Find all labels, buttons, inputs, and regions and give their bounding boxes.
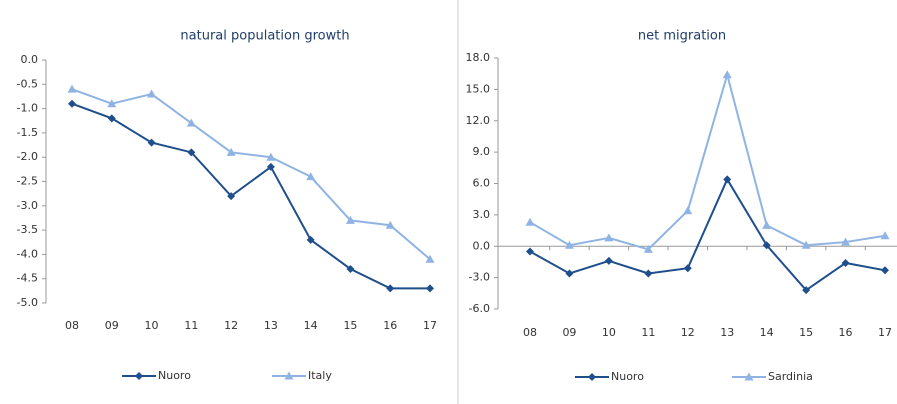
y-tick-label: 0.0 bbox=[473, 239, 491, 252]
marker-triangle bbox=[425, 254, 435, 263]
marker-triangle bbox=[801, 240, 811, 249]
marker-triangle bbox=[762, 220, 772, 229]
marker-triangle bbox=[564, 240, 574, 249]
y-tick-label: 3.0 bbox=[473, 208, 491, 221]
marker-triangle bbox=[226, 147, 236, 156]
marker-diamond bbox=[187, 148, 196, 157]
marker-diamond bbox=[227, 192, 236, 201]
marker-diamond bbox=[68, 99, 76, 108]
x-tick-label: 13 bbox=[264, 319, 278, 332]
marker-diamond bbox=[266, 162, 275, 171]
marker-triangle bbox=[683, 206, 693, 215]
x-tick-label: 14 bbox=[304, 319, 318, 332]
x-tick-label: 16 bbox=[839, 326, 853, 339]
y-tick-label: 6.0 bbox=[473, 177, 491, 190]
marker-diamond bbox=[526, 247, 534, 256]
y-tick-label: -3.5 bbox=[17, 223, 38, 236]
x-tick-label: 12 bbox=[224, 319, 238, 332]
x-tick-label: 11 bbox=[641, 326, 655, 339]
x-tick-label: 08 bbox=[65, 319, 79, 332]
y-tick-label: -1.5 bbox=[17, 126, 38, 139]
series-line bbox=[71, 88, 431, 261]
marker-diamond bbox=[644, 269, 653, 278]
marker-triangle bbox=[67, 84, 77, 93]
x-tick-label: 09 bbox=[562, 326, 576, 339]
x-tick-label: 12 bbox=[681, 326, 695, 339]
y-tick-label: -3.0 bbox=[17, 199, 38, 212]
marker-triangle bbox=[643, 244, 653, 253]
marker-triangle bbox=[604, 233, 614, 242]
marker-diamond bbox=[841, 258, 850, 267]
chart-title: natural population growth bbox=[180, 29, 349, 44]
y-tick-label: -4.5 bbox=[17, 272, 38, 285]
marker-triangle bbox=[880, 231, 890, 240]
y-tick-label: -6.0 bbox=[469, 302, 490, 315]
x-tick-label: 08 bbox=[523, 326, 537, 339]
marker-diamond bbox=[426, 284, 434, 293]
x-tick-label: 15 bbox=[343, 319, 357, 332]
x-tick-label: 09 bbox=[105, 319, 119, 332]
legend-label: Italy bbox=[308, 369, 332, 382]
marker-diamond bbox=[723, 175, 732, 184]
y-tick-label: 12.0 bbox=[466, 114, 491, 127]
x-tick-label: 17 bbox=[423, 319, 437, 332]
marker-diamond bbox=[604, 256, 613, 265]
marker-triangle bbox=[306, 172, 316, 181]
marker-diamond bbox=[881, 266, 889, 275]
series-line bbox=[529, 177, 886, 292]
y-tick-label: -1.0 bbox=[17, 102, 38, 115]
marker-triangle bbox=[186, 118, 196, 127]
x-tick-label: 10 bbox=[602, 326, 616, 339]
y-tick-label: -5.0 bbox=[17, 296, 38, 309]
series-line bbox=[529, 70, 886, 251]
marker-triangle bbox=[744, 372, 754, 381]
marker-diamond bbox=[147, 138, 156, 147]
marker-diamond bbox=[346, 264, 355, 273]
marker-diamond bbox=[306, 235, 315, 244]
marker-triangle bbox=[284, 371, 294, 380]
marker-triangle bbox=[147, 89, 157, 98]
marker-triangle bbox=[525, 217, 535, 226]
y-tick-label: 18.0 bbox=[466, 51, 491, 64]
legend-label: Nuoro bbox=[611, 370, 644, 383]
marker-triangle bbox=[841, 237, 851, 246]
marker-triangle bbox=[722, 70, 732, 79]
marker-diamond bbox=[107, 114, 116, 123]
marker-diamond bbox=[386, 284, 395, 293]
y-tick-label: 0.0 bbox=[21, 53, 39, 66]
marker-triangle bbox=[266, 152, 276, 161]
y-tick-label: -2.5 bbox=[17, 175, 38, 188]
marker-diamond bbox=[802, 286, 811, 295]
legend-label: Nuoro bbox=[158, 369, 191, 382]
y-tick-label: -4.0 bbox=[17, 247, 38, 260]
marker-triangle bbox=[345, 215, 355, 224]
marker-diamond bbox=[588, 373, 596, 381]
legend-label: Sardinia bbox=[768, 370, 813, 383]
x-tick-label: 15 bbox=[799, 326, 813, 339]
x-tick-label: 14 bbox=[760, 326, 774, 339]
y-tick-label: -2.0 bbox=[17, 150, 38, 163]
x-tick-label: 13 bbox=[720, 326, 734, 339]
x-tick-label: 10 bbox=[145, 319, 159, 332]
chart-title: net migration bbox=[638, 29, 726, 44]
x-tick-label: 16 bbox=[383, 319, 397, 332]
y-tick-label: 15.0 bbox=[466, 82, 491, 95]
y-tick-label: 9.0 bbox=[473, 145, 491, 158]
x-tick-label: 11 bbox=[184, 319, 198, 332]
marker-triangle bbox=[385, 220, 395, 229]
x-tick-label: 17 bbox=[878, 326, 892, 339]
y-tick-label: -3.0 bbox=[469, 271, 490, 284]
series-line bbox=[71, 102, 430, 290]
y-tick-label: -0.5 bbox=[17, 77, 38, 90]
marker-diamond bbox=[565, 269, 574, 278]
marker-diamond bbox=[683, 264, 692, 273]
marker-diamond bbox=[762, 241, 771, 250]
marker-diamond bbox=[135, 372, 143, 380]
marker-triangle bbox=[107, 99, 117, 108]
